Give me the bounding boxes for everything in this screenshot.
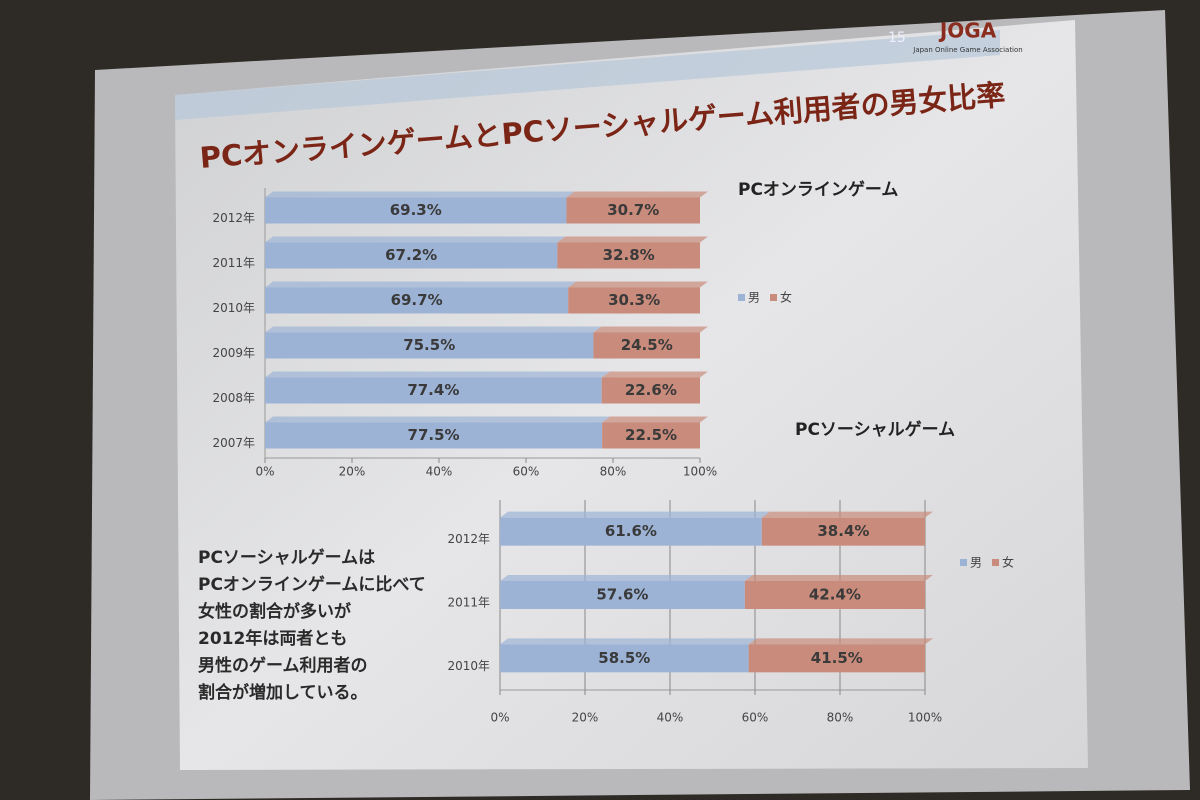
note-line: PCオンラインゲームに比べて xyxy=(198,574,426,595)
value-label: 30.3% xyxy=(608,291,660,309)
x-tick-label: 100% xyxy=(908,711,942,725)
bar xyxy=(744,581,925,609)
logo-subtitle: Japan Online Game Association xyxy=(912,46,1022,54)
legend-label: 女 xyxy=(780,290,792,305)
bar-top xyxy=(265,416,611,423)
bar xyxy=(601,377,700,404)
legend-label: 女 xyxy=(1002,555,1014,570)
bar xyxy=(265,287,569,314)
value-label: 24.5% xyxy=(621,336,673,354)
value-label: 41.5% xyxy=(811,649,863,667)
bar xyxy=(265,422,603,449)
bar xyxy=(748,644,925,673)
y-tick-label: 2012年 xyxy=(212,211,255,225)
legend-swatch xyxy=(738,294,745,301)
y-tick-label: 2008年 xyxy=(212,391,255,405)
bar-top xyxy=(593,326,708,333)
note-line: 男性のゲーム利用者の xyxy=(198,655,368,676)
note-line: 女性の割合が多いが xyxy=(198,601,351,622)
x-tick-label: 100% xyxy=(683,465,717,479)
bar-top xyxy=(601,371,708,378)
bar-top xyxy=(500,638,757,645)
bar-top xyxy=(500,511,770,518)
note-line: 割合が増加している。 xyxy=(198,682,368,703)
bar xyxy=(557,242,700,269)
y-tick-label: 2012年 xyxy=(447,532,490,546)
value-label: 61.6% xyxy=(605,522,657,540)
legend-label: 男 xyxy=(748,291,760,305)
bar-top xyxy=(265,281,577,288)
bar-top xyxy=(265,371,610,378)
value-label: 30.7% xyxy=(607,201,659,219)
y-tick-label: 2011年 xyxy=(212,256,255,270)
value-label: 22.5% xyxy=(625,426,677,444)
page-number: 15 xyxy=(888,30,906,46)
bar-top xyxy=(265,326,602,333)
note-line: PCソーシャルゲームは xyxy=(198,547,375,568)
bar xyxy=(500,517,762,546)
chart-title: PCオンラインゲーム xyxy=(738,179,898,200)
value-label: 67.2% xyxy=(385,246,437,264)
y-tick-label: 2011年 xyxy=(447,596,490,610)
bar-top xyxy=(744,575,933,581)
value-label: 38.4% xyxy=(817,522,869,540)
x-tick-label: 80% xyxy=(827,711,854,725)
x-tick-label: 80% xyxy=(600,465,627,479)
bar-top xyxy=(265,236,566,243)
bar xyxy=(761,517,925,546)
legend-swatch xyxy=(992,559,999,566)
x-tick-label: 40% xyxy=(657,711,684,725)
x-tick-label: 0% xyxy=(255,465,274,479)
x-tick-label: 40% xyxy=(426,465,453,479)
legend-label: 男 xyxy=(970,556,982,570)
y-tick-label: 2010年 xyxy=(447,659,490,673)
x-tick-label: 60% xyxy=(742,711,769,725)
bar xyxy=(500,644,749,673)
bar xyxy=(500,581,745,609)
value-label: 42.4% xyxy=(809,586,861,604)
value-label: 69.3% xyxy=(390,201,442,219)
bar-top xyxy=(265,191,575,198)
y-tick-label: 2007年 xyxy=(212,436,255,450)
bar xyxy=(265,242,558,269)
y-tick-label: 2010年 xyxy=(212,301,255,315)
x-tick-label: 20% xyxy=(572,711,599,725)
note-line: 2012年は両者とも xyxy=(198,628,347,649)
bar-top xyxy=(500,575,753,581)
value-label: 75.5% xyxy=(403,336,455,354)
slide-header-band xyxy=(175,30,1000,120)
bar xyxy=(265,197,567,224)
bar xyxy=(593,332,700,359)
bar-top xyxy=(761,511,933,518)
value-label: 57.6% xyxy=(596,586,648,604)
value-label: 69.7% xyxy=(391,291,443,309)
bar-top xyxy=(602,416,708,423)
logo: JOGA xyxy=(938,19,997,43)
bar-top xyxy=(566,191,708,198)
y-tick-label: 2009年 xyxy=(212,346,255,360)
bar xyxy=(602,422,700,449)
x-tick-label: 20% xyxy=(339,465,366,479)
value-label: 32.8% xyxy=(603,246,655,264)
bar-top xyxy=(568,281,708,288)
value-label: 22.6% xyxy=(625,381,677,399)
legend-swatch xyxy=(960,559,967,566)
bar xyxy=(566,197,700,224)
x-tick-label: 0% xyxy=(490,711,509,725)
bar-top xyxy=(557,236,708,243)
value-label: 77.4% xyxy=(407,381,459,399)
chart-title: PCソーシャルゲーム xyxy=(795,419,955,440)
bar-top xyxy=(748,638,933,645)
value-label: 77.5% xyxy=(408,426,460,444)
x-tick-label: 60% xyxy=(513,465,540,479)
value-label: 58.5% xyxy=(598,649,650,667)
bar xyxy=(265,377,602,404)
bar xyxy=(265,332,594,359)
bar xyxy=(568,287,700,314)
legend-swatch xyxy=(770,294,777,301)
